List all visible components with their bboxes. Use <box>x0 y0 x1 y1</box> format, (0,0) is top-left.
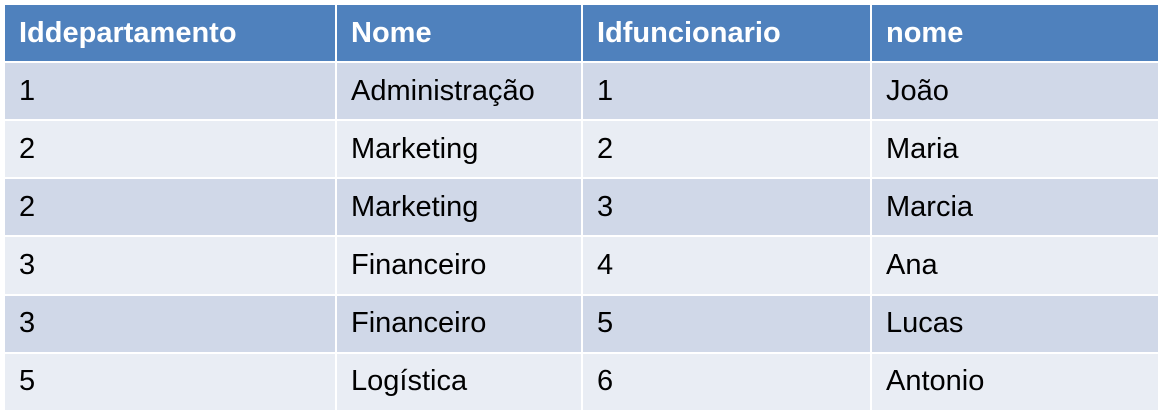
cell-nome-departamento: Marketing <box>336 178 583 238</box>
join-result-table-container: Iddepartamento Nome Idfuncionario nome 1… <box>5 5 1158 413</box>
cell-nome-departamento: Administração <box>336 62 583 122</box>
table-row: 3 Financeiro 4 Ana <box>5 236 1158 296</box>
table-header: Iddepartamento Nome Idfuncionario nome <box>5 5 1158 63</box>
table-row: 2 Marketing 2 Maria <box>5 120 1158 180</box>
join-result-table: Iddepartamento Nome Idfuncionario nome 1… <box>5 5 1158 413</box>
header-row: Iddepartamento Nome Idfuncionario nome <box>5 5 1158 63</box>
table-row: 2 Marketing 3 Marcia <box>5 178 1158 238</box>
cell-nome-funcionario: Ana <box>871 236 1158 296</box>
column-header-idfuncionario: Idfuncionario <box>582 5 872 63</box>
cell-idfuncionario: 2 <box>582 120 872 180</box>
table-row: 3 Financeiro 5 Lucas <box>5 294 1158 354</box>
cell-nome-departamento: Logística <box>336 352 583 413</box>
column-header-nome-funcionario: nome <box>871 5 1158 63</box>
cell-idfuncionario: 5 <box>582 294 872 354</box>
cell-idfuncionario: 1 <box>582 62 872 122</box>
cell-iddepartamento: 3 <box>5 294 337 354</box>
column-header-nome-departamento: Nome <box>336 5 583 63</box>
cell-iddepartamento: 2 <box>5 178 337 238</box>
table-row: 5 Logística 6 Antonio <box>5 352 1158 413</box>
cell-iddepartamento: 5 <box>5 352 337 413</box>
cell-nome-funcionario: Marcia <box>871 178 1158 238</box>
cell-nome-funcionario: Maria <box>871 120 1158 180</box>
cell-iddepartamento: 1 <box>5 62 337 122</box>
table-body: 1 Administração 1 João 2 Marketing 2 Mar… <box>5 62 1158 413</box>
cell-nome-departamento: Financeiro <box>336 294 583 354</box>
cell-nome-departamento: Marketing <box>336 120 583 180</box>
cell-iddepartamento: 3 <box>5 236 337 296</box>
table-row: 1 Administração 1 João <box>5 62 1158 122</box>
cell-nome-departamento: Financeiro <box>336 236 583 296</box>
cell-nome-funcionario: João <box>871 62 1158 122</box>
cell-nome-funcionario: Lucas <box>871 294 1158 354</box>
cell-idfuncionario: 6 <box>582 352 872 413</box>
cell-nome-funcionario: Antonio <box>871 352 1158 413</box>
cell-idfuncionario: 4 <box>582 236 872 296</box>
cell-iddepartamento: 2 <box>5 120 337 180</box>
cell-idfuncionario: 3 <box>582 178 872 238</box>
column-header-iddepartamento: Iddepartamento <box>5 5 337 63</box>
